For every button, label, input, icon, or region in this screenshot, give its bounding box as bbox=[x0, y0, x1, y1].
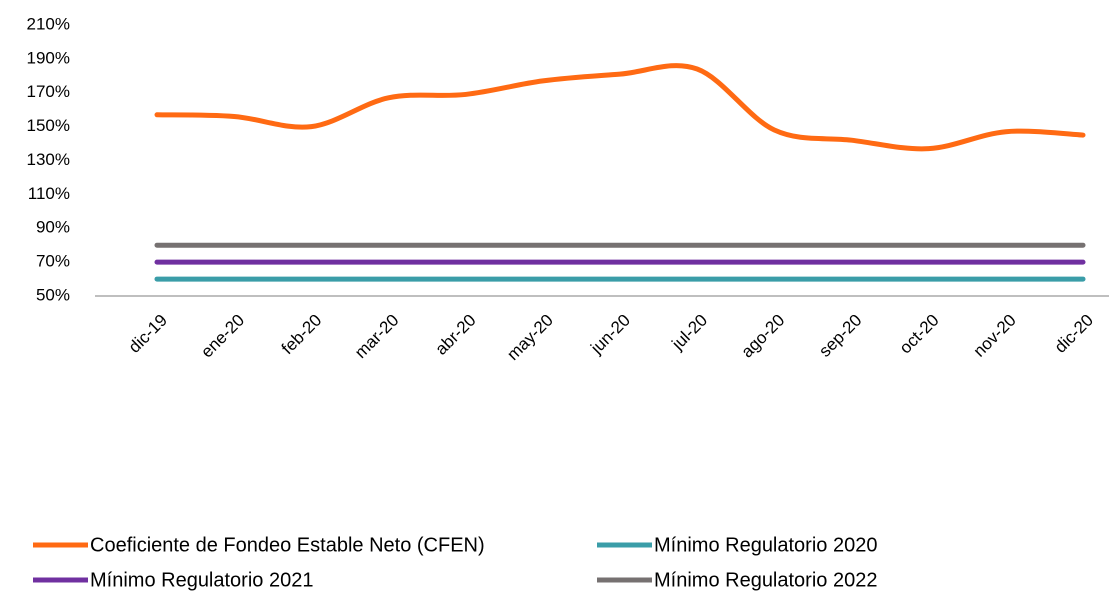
y-tick-label: 170% bbox=[27, 82, 70, 101]
legend-label: Mínimo Regulatorio 2021 bbox=[90, 569, 313, 591]
x-tick-label: dic-19 bbox=[125, 311, 171, 357]
x-tick-label: ago-20 bbox=[737, 311, 788, 362]
y-tick-label: 150% bbox=[27, 116, 70, 135]
y-tick-label: 110% bbox=[28, 184, 70, 203]
x-tick-label: feb-20 bbox=[278, 311, 326, 359]
y-tick-label: 190% bbox=[27, 48, 70, 67]
x-tick-label: oct-20 bbox=[896, 311, 943, 358]
series-line bbox=[154, 63, 1086, 152]
legend-label: Coeficiente de Fondeo Estable Neto (CFEN… bbox=[90, 534, 485, 556]
y-tick-label: 210% bbox=[27, 14, 70, 33]
y-tick-label: 70% bbox=[36, 252, 70, 271]
x-tick-label: nov-20 bbox=[970, 311, 1020, 361]
legend-label: Mínimo Regulatorio 2022 bbox=[654, 569, 877, 591]
legend-label: Mínimo Regulatorio 2020 bbox=[654, 534, 877, 556]
y-tick-label: 50% bbox=[36, 285, 70, 304]
x-tick-label: ene-20 bbox=[197, 311, 248, 362]
y-tick-label: 130% bbox=[27, 150, 70, 169]
x-tick-label: mar-20 bbox=[351, 311, 403, 363]
y-tick-label: 90% bbox=[36, 218, 70, 237]
x-tick-label: sep-20 bbox=[815, 311, 865, 361]
x-tick-label: may-20 bbox=[503, 311, 557, 365]
x-tick-label: dic-20 bbox=[1051, 311, 1097, 357]
x-tick-label: abr-20 bbox=[431, 311, 479, 359]
x-tick-label: jul-20 bbox=[668, 311, 712, 355]
x-tick-label: jun-20 bbox=[586, 311, 634, 359]
